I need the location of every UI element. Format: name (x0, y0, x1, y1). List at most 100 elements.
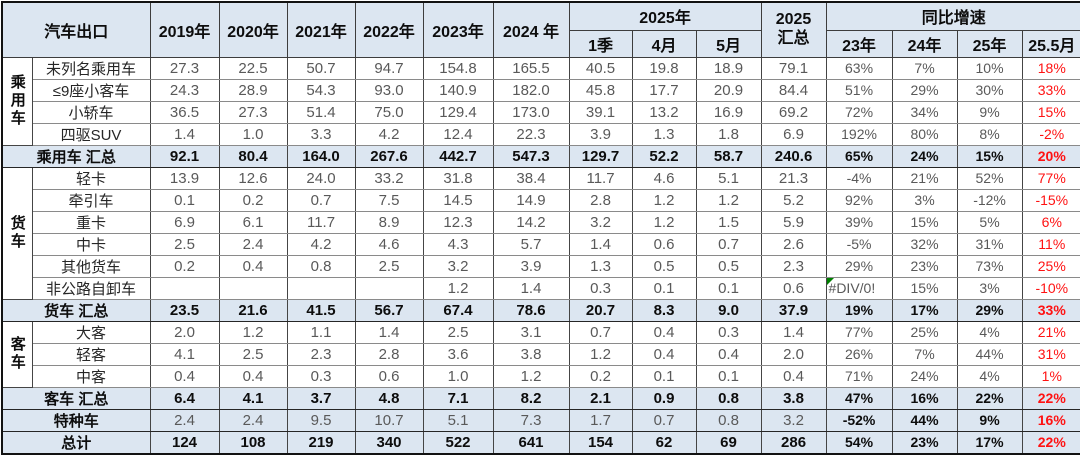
value-cell: 33% (1021, 78, 1080, 102)
value-cell: 22% (1021, 386, 1080, 410)
col-header-2020: 2020年 (218, 1, 288, 58)
value-cell: 0.8 (695, 386, 762, 410)
value-cell: 3.2 (422, 254, 494, 278)
value-cell: 31% (956, 232, 1023, 256)
col-header-2021: 2021年 (286, 1, 356, 58)
value-cell: 4.2 (286, 232, 356, 256)
value-cell: 54.3 (286, 78, 356, 102)
value-cell: 29% (956, 298, 1023, 322)
value-cell: 0.7 (286, 188, 356, 212)
value-cell: -4% (825, 166, 893, 190)
value-cell (218, 276, 288, 300)
value-cell: 173.0 (492, 100, 570, 124)
value-cell: 0.8 (286, 254, 356, 278)
col-header-2019: 2019年 (149, 1, 220, 58)
value-cell: 16.9 (695, 100, 762, 124)
value-cell: 13.9 (149, 166, 220, 190)
value-cell: 25% (891, 320, 958, 344)
value-cell: 4.6 (354, 232, 424, 256)
value-cell: 0.4 (218, 364, 288, 388)
col-header-2022: 2022年 (354, 1, 424, 58)
value-cell: 1.4 (492, 276, 570, 300)
col-header-yoy-25-5: 25.5月 (1021, 29, 1080, 58)
value-cell: 67.4 (422, 298, 494, 322)
value-cell: 47% (825, 386, 893, 410)
row-label: 特种车 (1, 408, 151, 432)
value-cell: 22.5 (218, 56, 288, 80)
group-label: 客车 (1, 320, 33, 388)
value-cell: 1.2 (422, 276, 494, 300)
value-cell: 182.0 (492, 78, 570, 102)
value-cell: 2.6 (760, 232, 827, 256)
value-cell: 0.4 (695, 342, 762, 366)
row-label: 重卡 (31, 210, 151, 234)
value-cell: 11% (1021, 232, 1080, 256)
value-cell: 29% (891, 78, 958, 102)
table-row: 客车 汇总 6.4 4.1 3.7 4.8 7.1 8.2 2.1 0.9 0.8 3.8 47% 16… (1, 386, 1080, 410)
value-cell: 63% (825, 56, 893, 80)
value-cell: 39.1 (568, 100, 633, 124)
table-row: 中客 0.4 0.4 0.3 0.6 1.0 1.2 0.2 0.1 0.1 0.4 71% 24% 4%… (2, 364, 1080, 388)
row-label: 总计 (1, 430, 151, 454)
value-cell: 0.9 (631, 386, 697, 410)
value-cell: 2.4 (218, 232, 288, 256)
value-cell: 0.8 (695, 408, 762, 432)
col-header-2025-total-line1: 2025 (775, 11, 812, 29)
value-cell: 19.8 (631, 56, 697, 80)
value-cell: 2.0 (149, 320, 220, 344)
value-cell: 40.5 (568, 56, 633, 80)
value-cell: 13.2 (631, 100, 697, 124)
value-cell: 1.8 (695, 122, 762, 146)
value-cell: 286 (760, 430, 827, 454)
table-row: 货车 轻卡 13.9 12.6 24.0 33.2 31.8 38.4 11.7 4.6 5.1 21… (1, 166, 1080, 300)
value-cell: 14.5 (422, 188, 494, 212)
value-cell: 58.7 (695, 144, 762, 168)
row-label: ≤9座小客车 (31, 78, 151, 102)
value-cell: 154.8 (422, 56, 494, 80)
value-cell: 44% (956, 342, 1023, 366)
value-cell: 22.3 (492, 122, 570, 146)
value-cell: 192% (825, 122, 893, 146)
value-cell: 3.6 (422, 342, 494, 366)
value-cell: 0.1 (631, 364, 697, 388)
value-cell: 23% (891, 254, 958, 278)
col-group-2025: 2025年 (568, 1, 762, 31)
row-label: 大客 (31, 320, 151, 344)
value-cell: 84.4 (760, 78, 827, 102)
table-row: 四驱SUV 1.4 1.0 3.3 4.2 12.4 22.3 3.9 1.3 1.8 6.9 192… (2, 122, 1080, 146)
value-cell: 65% (825, 144, 893, 168)
value-cell: -15% (1021, 188, 1080, 212)
value-cell: 44% (891, 408, 958, 432)
value-cell: 21.6 (218, 298, 288, 322)
table-row: 重卡 6.9 6.1 11.7 8.9 12.3 14.2 3.2 1.2 1.5 5.9 39% 15… (2, 210, 1080, 234)
value-cell: 31% (1021, 342, 1080, 366)
value-cell: 2.4 (149, 408, 220, 432)
value-cell: 0.7 (568, 320, 633, 344)
col-header-2025-total: 2025 汇总 (760, 1, 827, 58)
value-cell: 24.3 (149, 78, 220, 102)
value-cell: 1.4 (354, 320, 424, 344)
value-cell: 17.7 (631, 78, 697, 102)
value-cell: 71% (825, 364, 893, 388)
value-cell: 22% (956, 386, 1023, 410)
value-cell: 164.0 (286, 144, 356, 168)
value-cell: 1.4 (760, 320, 827, 344)
row-label: 其他货车 (31, 254, 151, 278)
value-cell: 0.6 (354, 364, 424, 388)
value-cell: 50.7 (286, 56, 356, 80)
value-cell: 73% (956, 254, 1023, 278)
value-cell: 52.2 (631, 144, 697, 168)
value-cell: 0.1 (149, 188, 220, 212)
value-cell: 56.7 (354, 298, 424, 322)
table-row: 中卡 2.5 2.4 4.2 4.6 4.3 5.7 1.4 0.6 0.7 2.6 -5% 32% 31… (2, 232, 1080, 256)
value-cell: 69.2 (760, 100, 827, 124)
table-header: 汽车出口 2019年 2020年 2021年 2022年 2023年 2024 … (1, 1, 1080, 58)
col-header-may: 5月 (695, 29, 762, 58)
value-cell: 20.7 (568, 298, 633, 322)
value-cell: 25% (1021, 254, 1080, 278)
value-cell: 92% (825, 188, 893, 212)
value-cell: 7.5 (354, 188, 424, 212)
value-cell: 69 (695, 430, 762, 454)
row-label: 未列名乘用车 (31, 56, 151, 80)
col-header-yoy-23: 23年 (825, 29, 893, 58)
